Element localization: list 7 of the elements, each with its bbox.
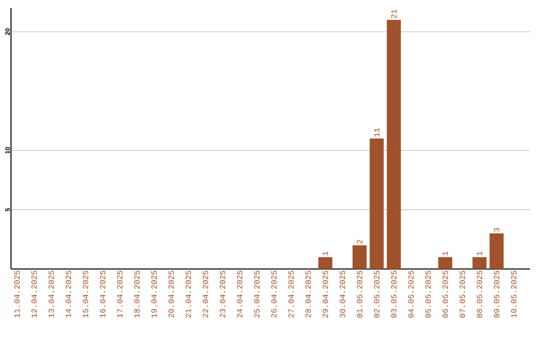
bar xyxy=(318,257,332,269)
bar xyxy=(438,257,452,269)
bar xyxy=(352,245,367,269)
bar xyxy=(490,233,504,269)
bar xyxy=(386,20,401,269)
bar xyxy=(472,257,487,269)
bar xyxy=(370,138,384,269)
